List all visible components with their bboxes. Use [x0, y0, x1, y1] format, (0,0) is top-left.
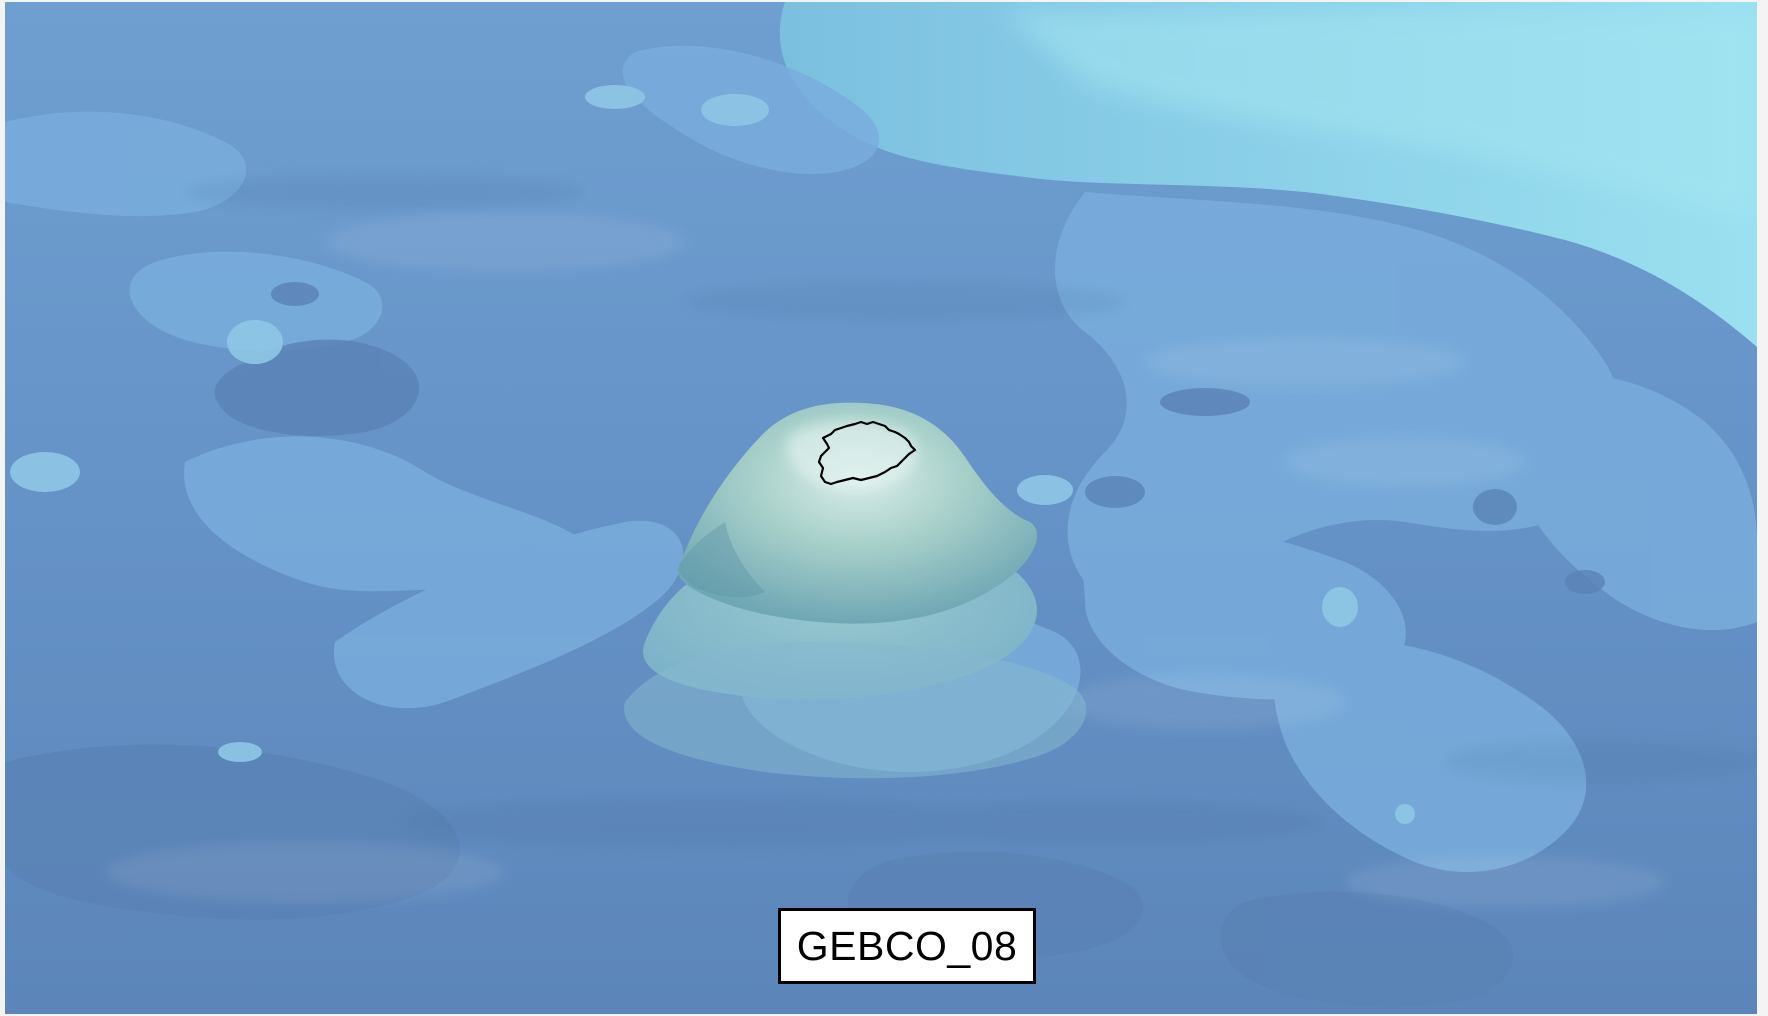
- island-shadow: [678, 522, 765, 598]
- shallow-shelf-inner: [1005, 12, 1757, 222]
- coastline-outline: [817, 420, 917, 486]
- island-skirt-outer: [624, 642, 1087, 779]
- island-body: [677, 402, 1038, 624]
- shallow-patches: [10, 85, 1415, 824]
- bathymetry-surface: [5, 2, 1757, 1014]
- surface-shading: [105, 212, 1665, 908]
- bathymetry-3d-view: [5, 2, 1757, 1014]
- surface-shadows: [185, 174, 1757, 848]
- dataset-label-box: GEBCO_08: [778, 908, 1036, 984]
- dataset-label: GEBCO_08: [796, 922, 1018, 969]
